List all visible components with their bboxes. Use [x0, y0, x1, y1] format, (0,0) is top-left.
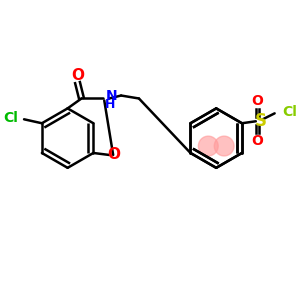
Text: O: O: [71, 68, 84, 83]
Text: Cl: Cl: [3, 111, 18, 125]
Text: N: N: [105, 88, 117, 103]
Text: S: S: [255, 112, 267, 130]
Text: O: O: [251, 134, 263, 148]
Text: O: O: [108, 148, 121, 163]
Text: H: H: [105, 98, 116, 111]
Circle shape: [198, 136, 218, 156]
Circle shape: [214, 136, 234, 156]
Text: O: O: [251, 94, 263, 109]
Text: Cl: Cl: [283, 105, 297, 119]
